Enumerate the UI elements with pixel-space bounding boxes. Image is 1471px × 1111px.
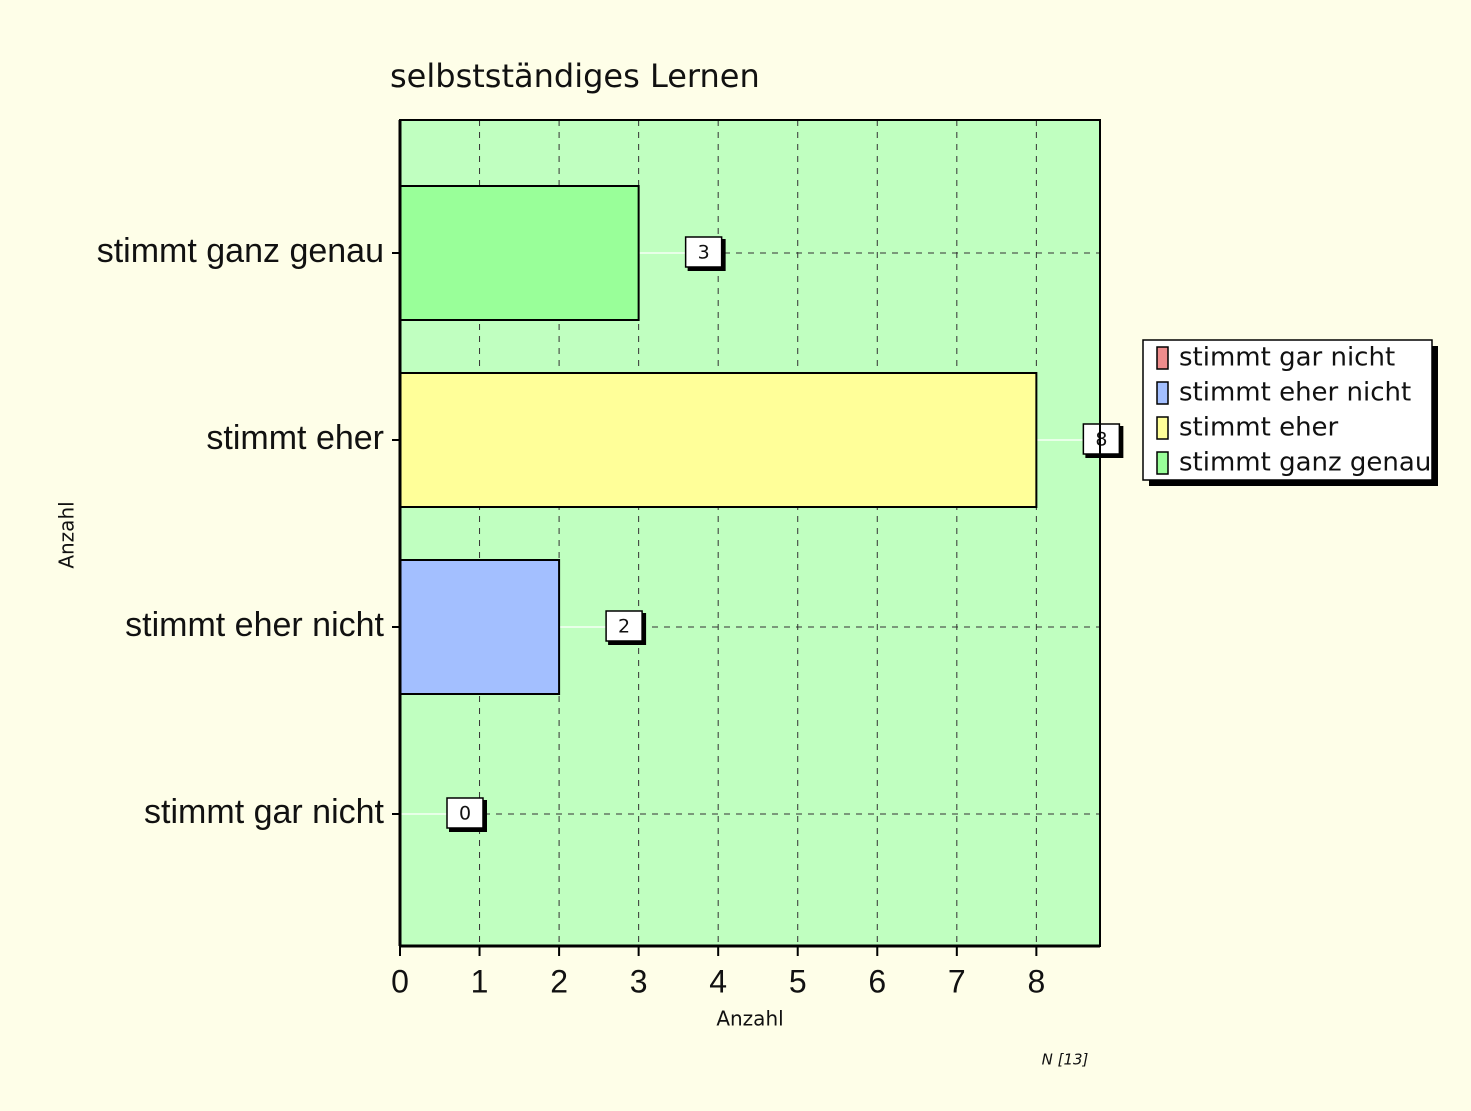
x-tick-label: 5: [789, 963, 807, 999]
chart-title: selbstständiges Lernen: [390, 57, 760, 95]
legend-swatch: [1156, 381, 1169, 405]
y-tick-label: stimmt eher nicht: [125, 606, 384, 644]
x-tick-label: 1: [471, 963, 489, 999]
legend-label: stimmt gar nicht: [1179, 343, 1395, 373]
legend-label: stimmt ganz genau: [1179, 448, 1431, 478]
data-label: 0: [459, 803, 471, 825]
data-label-box: [1082, 423, 1121, 455]
x-tick-label: 6: [868, 963, 886, 999]
bar: [399, 185, 640, 321]
data-label: 3: [698, 242, 710, 264]
x-tick-label: 4: [709, 963, 727, 999]
legend-swatch: [1156, 416, 1169, 440]
legend-swatch: [1156, 346, 1169, 370]
x-axis-label: Anzahl: [716, 1007, 783, 1031]
note: N [13]: [1042, 1051, 1089, 1069]
y-tick-label: stimmt ganz genau: [97, 232, 384, 270]
data-label-box: [446, 797, 484, 829]
x-tick-label: 7: [948, 963, 966, 999]
bar: [399, 372, 1038, 508]
legend-swatch: [1156, 451, 1169, 475]
legend-label: stimmt eher: [1179, 413, 1339, 443]
data-label: 8: [1095, 429, 1107, 451]
y-tick-label: stimmt eher: [206, 419, 384, 457]
y-axis-label: Anzahl: [55, 501, 79, 568]
data-label-box: [684, 236, 723, 268]
legend-label: stimmt eher nicht: [1179, 378, 1411, 408]
bar: [399, 559, 561, 695]
y-tick-label: stimmt gar nicht: [144, 793, 384, 831]
data-label-box: [605, 610, 643, 642]
data-label: 2: [618, 616, 630, 638]
x-tick-label: 0: [391, 963, 409, 999]
x-tick-label: 8: [1027, 963, 1045, 999]
legend: [1142, 339, 1433, 481]
x-tick-label: 2: [550, 963, 568, 999]
x-tick-label: 3: [630, 963, 648, 999]
